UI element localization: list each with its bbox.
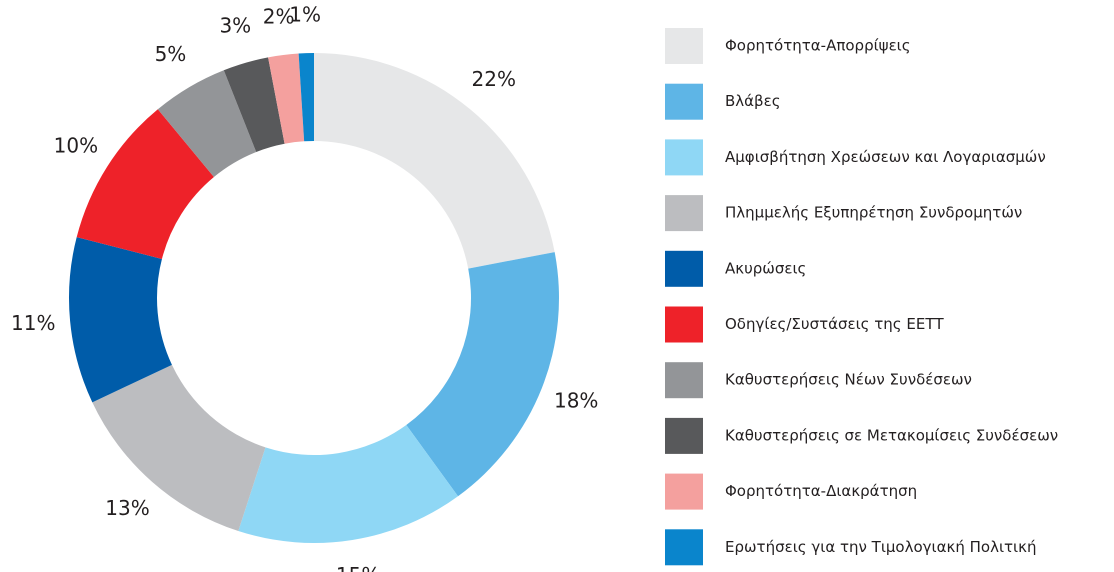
data-label: 1% xyxy=(289,3,321,27)
legend-swatch xyxy=(665,529,703,566)
data-label: 2% xyxy=(263,5,295,29)
data-label: 3% xyxy=(219,14,251,38)
data-label: 15% xyxy=(336,563,380,572)
legend-swatch xyxy=(665,473,703,510)
data-label: 11% xyxy=(11,311,55,335)
donut-slice xyxy=(76,109,214,259)
donut-slice xyxy=(406,252,560,497)
donut-slice xyxy=(157,70,257,178)
legend-swatch xyxy=(665,362,703,399)
legend-swatch xyxy=(665,195,703,232)
data-label: 22% xyxy=(472,67,516,91)
donut-slice xyxy=(238,425,459,543)
data-label: 5% xyxy=(155,42,187,66)
legend-label: Πλημμελής Εξυπηρέτηση Συνδρομητών xyxy=(725,204,1022,222)
legend-label: Καθυστερήσεις Νέων Συνδέσεων xyxy=(725,371,972,389)
donut-slice xyxy=(223,57,285,153)
donut-slice xyxy=(92,364,266,532)
donut-slice xyxy=(69,237,172,403)
legend-label: Φορητότητα-Απορρίψεις xyxy=(725,37,911,55)
legend-swatch xyxy=(665,417,703,454)
legend-label: Φορητότητα-Διακράτηση xyxy=(725,482,917,500)
legend-swatch xyxy=(665,28,703,64)
legend-label: Οδηγίες/Συστάσεις της ΕΕΤΤ xyxy=(725,315,944,333)
donut-slice xyxy=(314,53,555,269)
legend-swatch xyxy=(665,306,703,343)
legend-label: Καθυστερήσεις σε Μετακομίσεις Συνδέσεων xyxy=(725,426,1058,444)
legend-swatch xyxy=(665,139,703,176)
legend-swatch xyxy=(665,83,703,120)
donut-slice xyxy=(298,53,314,142)
legend-swatch xyxy=(665,250,703,287)
data-label: 10% xyxy=(54,133,98,157)
donut-slice xyxy=(268,53,305,144)
data-label: 13% xyxy=(105,496,149,520)
legend-label: Αμφισβήτηση Χρεώσεων και Λογαριασμών xyxy=(725,148,1046,166)
data-label: 18% xyxy=(554,388,598,412)
legend-label: Ερωτήσεις για την Τιμολογιακή Πολιτική xyxy=(725,538,1036,556)
legend-label: Βλάβες xyxy=(725,92,781,110)
legend-label: Ακυρώσεις xyxy=(725,259,806,277)
